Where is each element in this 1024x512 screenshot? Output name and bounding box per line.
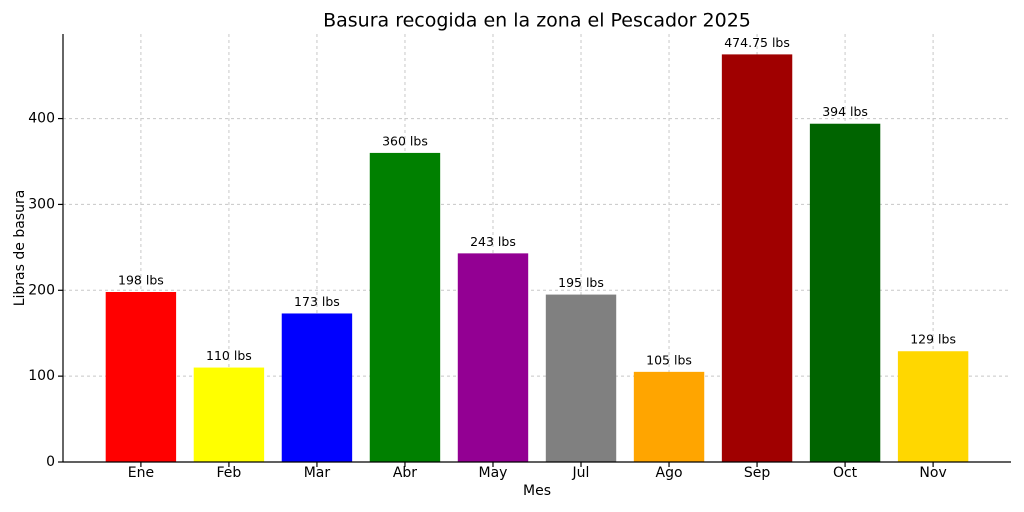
y-tick-label: 0	[46, 454, 55, 470]
y-tick-label: 300	[28, 196, 55, 212]
value-label: 195 lbs	[558, 275, 604, 290]
bar	[281, 313, 353, 462]
bar	[457, 253, 529, 462]
x-tick-label: Sep	[744, 465, 771, 481]
x-tick-label: Mar	[304, 465, 331, 481]
value-label: 394 lbs	[822, 104, 868, 119]
y-tick-label: 200	[28, 282, 55, 298]
bar	[105, 292, 177, 462]
chart-title: Basura recogida en la zona el Pescador 2…	[323, 10, 751, 32]
x-tick-label: Nov	[919, 465, 946, 481]
bar	[633, 371, 705, 462]
value-label: 360 lbs	[382, 133, 428, 148]
x-tick-label: Ene	[128, 465, 154, 481]
x-tick-label: Jul	[572, 465, 590, 481]
value-label: 173 lbs	[294, 294, 340, 309]
x-tick-label: Oct	[833, 465, 858, 481]
x-axis-label: Mes	[523, 483, 551, 499]
bar	[193, 367, 265, 462]
value-label: 110 lbs	[206, 348, 252, 363]
bar	[897, 351, 969, 462]
value-label: 243 lbs	[470, 234, 516, 249]
x-tick-label: May	[479, 465, 508, 481]
bar	[545, 294, 617, 462]
x-tick-label: Ago	[656, 465, 683, 481]
x-tick-label: Abr	[393, 465, 417, 481]
value-label: 105 lbs	[646, 352, 692, 367]
y-axis-label: Libras de basura	[12, 190, 28, 307]
value-label: 129 lbs	[910, 332, 956, 347]
bar	[369, 152, 441, 463]
bar	[809, 123, 881, 462]
value-label: 198 lbs	[118, 273, 164, 288]
y-tick-label: 100	[28, 368, 55, 384]
value-label: 474.75 lbs	[724, 35, 790, 50]
y-tick-label: 400	[28, 111, 55, 127]
x-tick-label: Feb	[217, 465, 242, 481]
bar	[721, 54, 793, 462]
